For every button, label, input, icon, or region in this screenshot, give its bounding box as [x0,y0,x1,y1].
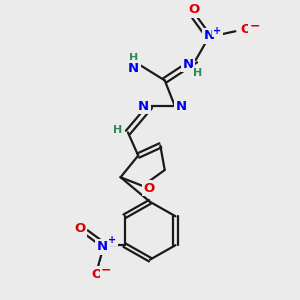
Text: H: H [194,68,202,78]
Text: O: O [91,268,102,281]
Text: H: H [113,124,122,134]
Text: −: − [249,20,260,32]
Text: O: O [240,23,251,36]
Text: N: N [203,29,214,42]
Text: O: O [74,222,85,235]
Text: −: − [101,264,112,277]
Text: +: + [213,26,221,36]
Text: O: O [143,182,155,195]
Text: N: N [128,62,140,75]
Text: N: N [138,100,149,113]
Text: H: H [129,53,138,63]
Text: N: N [183,58,194,71]
Text: +: + [108,235,116,245]
Text: N: N [97,240,108,253]
Text: N: N [176,100,187,113]
Text: O: O [188,3,200,16]
